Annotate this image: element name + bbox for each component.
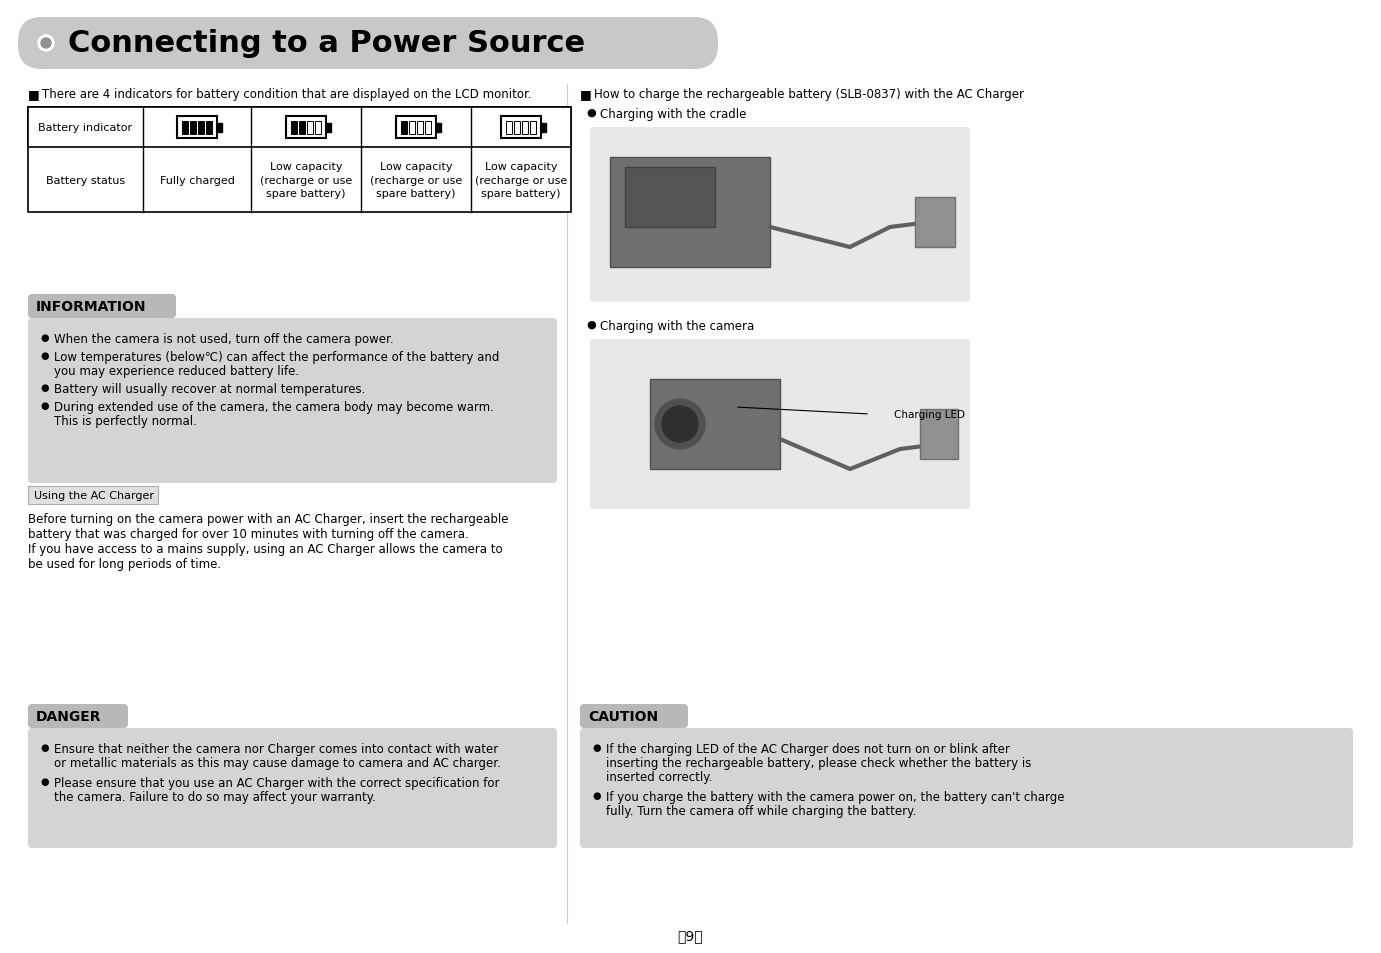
Bar	[177, 117, 217, 139]
Text: ●: ●	[40, 333, 48, 343]
Bar	[541, 123, 545, 132]
Text: ■: ■	[28, 88, 40, 101]
Text: CAUTION: CAUTION	[588, 709, 659, 723]
Text: Battery indicator: Battery indicator	[39, 123, 133, 132]
Text: Low capacity
(recharge or use
spare battery): Low capacity (recharge or use spare batt…	[475, 162, 568, 198]
Bar	[28, 108, 570, 213]
Text: ●: ●	[40, 742, 48, 752]
Bar	[436, 123, 441, 132]
Text: When the camera is not used, turn off the camera power.: When the camera is not used, turn off th…	[54, 333, 394, 346]
Text: inserting the rechargeable battery, please check whether the battery is: inserting the rechargeable battery, plea…	[606, 757, 1032, 769]
Text: ●: ●	[40, 351, 48, 360]
Text: Before turning on the camera power with an AC Charger, insert the rechargeable: Before turning on the camera power with …	[28, 513, 508, 525]
Circle shape	[661, 407, 697, 442]
Text: Please ensure that you use an AC Charger with the correct specification for: Please ensure that you use an AC Charger…	[54, 776, 500, 789]
Text: Ensure that neither the camera nor Charger comes into contact with water: Ensure that neither the camera nor Charg…	[54, 742, 499, 755]
Text: This is perfectly normal.: This is perfectly normal.	[54, 415, 197, 428]
Text: ●: ●	[592, 790, 601, 801]
Bar	[197, 121, 204, 134]
Bar	[300, 121, 305, 134]
Text: be used for long periods of time.: be used for long periods of time.	[28, 558, 221, 571]
Bar	[505, 121, 512, 134]
Bar	[191, 121, 196, 134]
Text: Low capacity
(recharge or use
spare battery): Low capacity (recharge or use spare batt…	[260, 162, 352, 198]
Text: fully. Turn the camera off while charging the battery.: fully. Turn the camera off while chargin…	[606, 804, 916, 817]
Text: Battery will usually recover at normal temperatures.: Battery will usually recover at normal t…	[54, 382, 366, 395]
FancyBboxPatch shape	[28, 294, 175, 318]
FancyBboxPatch shape	[28, 728, 557, 848]
FancyBboxPatch shape	[590, 128, 969, 303]
Bar	[501, 117, 541, 139]
Bar	[650, 379, 780, 470]
Text: There are 4 indicators for battery condition that are displayed on the LCD monit: There are 4 indicators for battery condi…	[41, 88, 532, 101]
Bar	[916, 198, 956, 248]
Text: ■: ■	[580, 88, 591, 101]
Text: If you have access to a mains supply, using an AC Charger allows the camera to: If you have access to a mains supply, us…	[28, 542, 503, 556]
Bar	[610, 158, 771, 268]
Text: you may experience reduced battery life.: you may experience reduced battery life.	[54, 365, 300, 377]
Bar	[417, 121, 423, 134]
Text: 〉9〉: 〉9〉	[678, 928, 703, 942]
Bar	[400, 121, 407, 134]
Circle shape	[41, 39, 51, 49]
Bar	[307, 121, 313, 134]
Bar	[286, 117, 326, 139]
Text: or metallic materials as this may cause damage to camera and AC charger.: or metallic materials as this may cause …	[54, 757, 501, 769]
FancyBboxPatch shape	[580, 728, 1353, 848]
Bar	[217, 123, 222, 132]
Bar	[206, 121, 213, 134]
Bar	[920, 410, 958, 459]
Text: Low temperatures (below℃) can affect the performance of the battery and: Low temperatures (below℃) can affect the…	[54, 351, 500, 364]
Bar	[315, 121, 320, 134]
Bar	[409, 121, 416, 134]
FancyBboxPatch shape	[28, 704, 128, 728]
Text: ●: ●	[40, 400, 48, 411]
Text: Charging LED: Charging LED	[894, 410, 965, 419]
Circle shape	[39, 36, 54, 52]
Text: ●: ●	[586, 108, 595, 118]
Text: Fully charged: Fully charged	[160, 175, 235, 185]
Text: battery that was charged for over 10 minutes with turning off the camera.: battery that was charged for over 10 min…	[28, 527, 468, 540]
Text: If the charging LED of the AC Charger does not turn on or blink after: If the charging LED of the AC Charger do…	[606, 742, 1010, 755]
FancyBboxPatch shape	[590, 339, 969, 510]
Text: the camera. Failure to do so may affect your warranty.: the camera. Failure to do so may affect …	[54, 790, 376, 803]
Text: Connecting to a Power Source: Connecting to a Power Source	[68, 30, 586, 58]
Bar	[396, 117, 436, 139]
Text: Battery status: Battery status	[46, 175, 126, 185]
Bar	[514, 121, 521, 134]
Text: inserted correctly.: inserted correctly.	[606, 770, 713, 783]
Text: How to charge the rechargeable battery (SLB-0837) with the AC Charger: How to charge the rechargeable battery (…	[594, 88, 1023, 101]
Bar	[291, 121, 297, 134]
Bar	[522, 121, 528, 134]
Text: Charging with the cradle: Charging with the cradle	[599, 108, 746, 121]
Bar	[28, 486, 157, 504]
Text: ●: ●	[592, 742, 601, 752]
Bar	[626, 168, 715, 228]
Bar	[28, 108, 570, 148]
Text: DANGER: DANGER	[36, 709, 101, 723]
Bar	[425, 121, 431, 134]
Text: ●: ●	[40, 382, 48, 393]
Text: Charging with the camera: Charging with the camera	[599, 319, 754, 333]
Text: If you charge the battery with the camera power on, the battery can't charge: If you charge the battery with the camer…	[606, 790, 1065, 803]
FancyBboxPatch shape	[580, 704, 688, 728]
Circle shape	[655, 399, 704, 450]
Text: Using the AC Charger: Using the AC Charger	[35, 491, 155, 500]
Bar	[530, 121, 536, 134]
Text: ●: ●	[40, 776, 48, 786]
Text: ●: ●	[586, 319, 595, 330]
Text: INFORMATION: INFORMATION	[36, 299, 146, 314]
Bar	[326, 123, 331, 132]
Bar	[182, 121, 188, 134]
Text: Low capacity
(recharge or use
spare battery): Low capacity (recharge or use spare batt…	[370, 162, 463, 198]
FancyBboxPatch shape	[28, 318, 557, 483]
FancyBboxPatch shape	[18, 18, 718, 70]
Text: During extended use of the camera, the camera body may become warm.: During extended use of the camera, the c…	[54, 400, 494, 414]
